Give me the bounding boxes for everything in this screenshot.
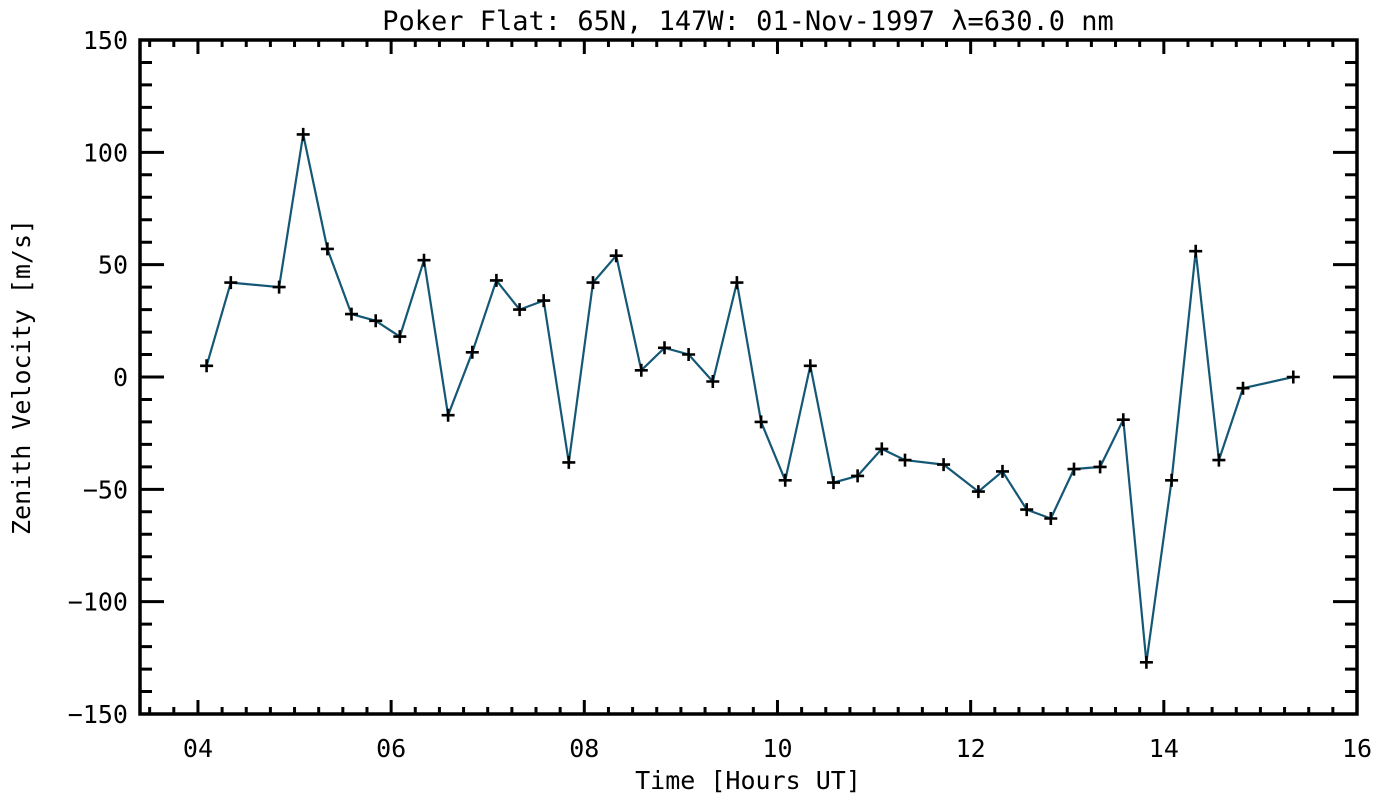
chart-title: Poker Flat: 65N, 147W: 01-Nov-1997 λ=630… — [382, 6, 1114, 37]
x-tick-label: 06 — [376, 734, 406, 763]
x-tick-label: 04 — [183, 734, 213, 763]
x-tick-label: 08 — [569, 734, 599, 763]
x-axis-title: Time [Hours UT] — [635, 766, 861, 795]
x-tick-label: 14 — [1149, 734, 1179, 763]
data-line — [205, 134, 1294, 663]
axis-box — [138, 38, 1359, 716]
y-tick-label: 100 — [83, 138, 128, 167]
y-tick-label: −100 — [68, 588, 128, 617]
y-tick-label: 150 — [83, 26, 128, 55]
y-tick-label: 50 — [98, 251, 128, 280]
y-axis-ticks — [140, 38, 1357, 716]
x-tick-label: 16 — [1342, 734, 1372, 763]
y-tick-label: −150 — [68, 700, 128, 729]
data-markers — [200, 127, 1300, 669]
y-tick-label: −50 — [83, 475, 128, 504]
x-axis-ticks — [148, 40, 1359, 714]
y-tick-labels: −150 −100 −50 0 50 100 150 — [68, 26, 128, 729]
x-tick-label: 12 — [956, 734, 986, 763]
y-tick-label: 0 — [113, 363, 128, 392]
x-tick-labels: 04 06 08 10 12 14 16 — [183, 734, 1372, 763]
plot-area: 04 06 08 10 12 14 16 −150 −100 −50 0 50 100 150 — [68, 26, 1372, 763]
x-tick-label: 10 — [762, 734, 792, 763]
y-axis-title: Zenith Velocity [m/s] — [7, 219, 36, 535]
